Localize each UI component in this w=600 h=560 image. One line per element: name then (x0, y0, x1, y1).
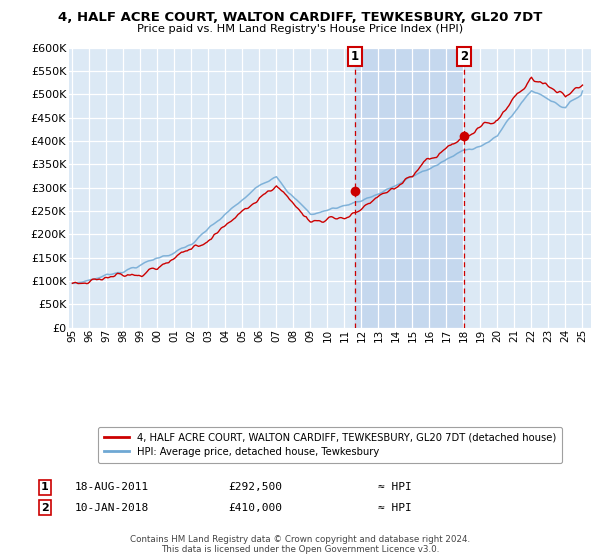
Text: £410,000: £410,000 (228, 503, 282, 513)
Legend: 4, HALF ACRE COURT, WALTON CARDIFF, TEWKESBURY, GL20 7DT (detached house), HPI: : 4, HALF ACRE COURT, WALTON CARDIFF, TEWK… (98, 427, 562, 463)
Text: Price paid vs. HM Land Registry's House Price Index (HPI): Price paid vs. HM Land Registry's House … (137, 24, 463, 34)
Text: ≈ HPI: ≈ HPI (378, 503, 412, 513)
Text: 4, HALF ACRE COURT, WALTON CARDIFF, TEWKESBURY, GL20 7DT: 4, HALF ACRE COURT, WALTON CARDIFF, TEWK… (58, 11, 542, 24)
Text: 1: 1 (351, 50, 359, 63)
Text: 10-JAN-2018: 10-JAN-2018 (75, 503, 149, 513)
Text: 2: 2 (41, 503, 49, 513)
Text: 2: 2 (460, 50, 468, 63)
Text: Contains HM Land Registry data © Crown copyright and database right 2024.
This d: Contains HM Land Registry data © Crown c… (130, 535, 470, 554)
Text: ≈ HPI: ≈ HPI (378, 482, 412, 492)
Text: 18-AUG-2011: 18-AUG-2011 (75, 482, 149, 492)
Text: 1: 1 (41, 482, 49, 492)
Text: £292,500: £292,500 (228, 482, 282, 492)
Bar (355, 48, 464, 328)
